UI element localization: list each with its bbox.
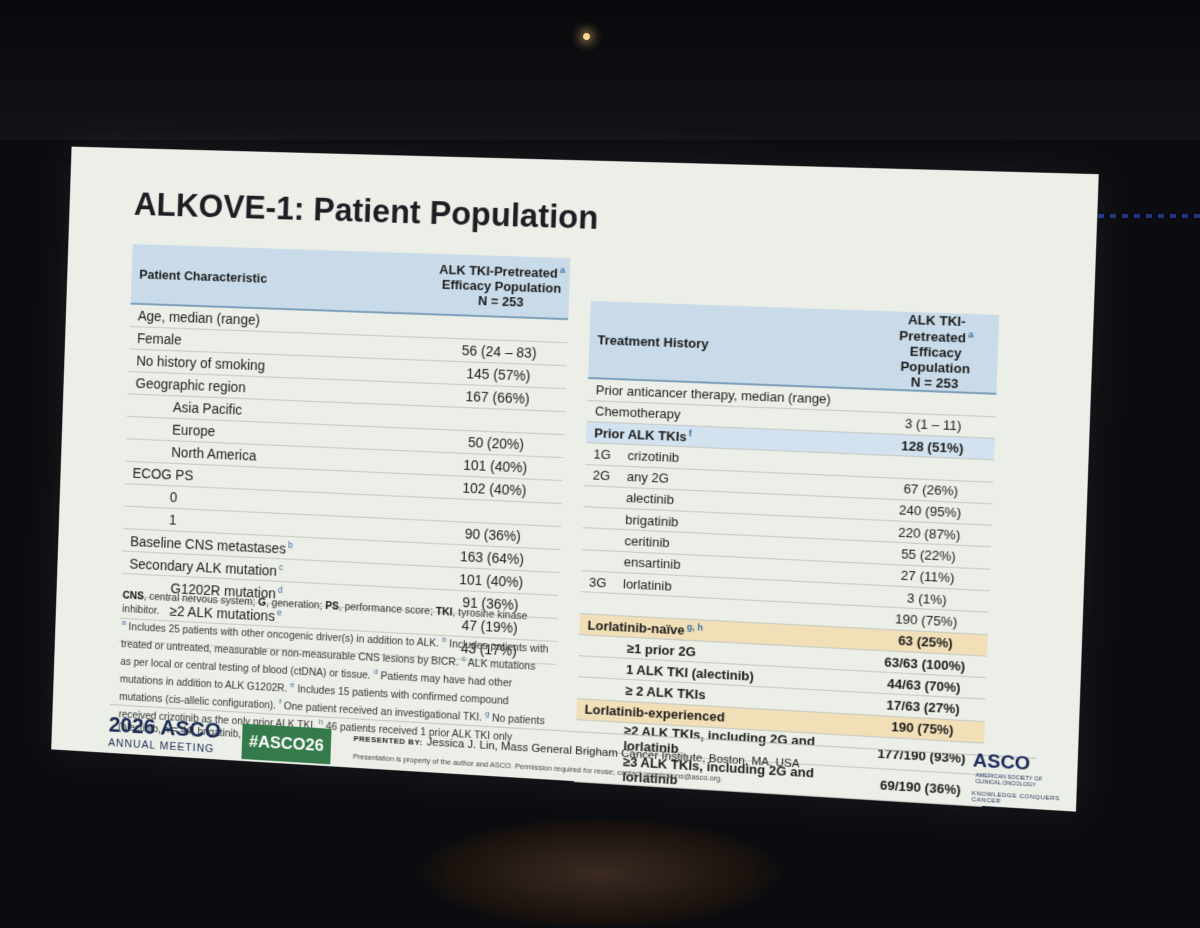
ceiling-light	[583, 33, 590, 40]
header-n: N = 253	[478, 293, 524, 310]
footnote-mark: f	[689, 428, 692, 438]
row-label-text: alectinib	[626, 490, 674, 507]
row-label-text: any 2G	[627, 469, 670, 486]
header-line2: Efficacy Population	[900, 344, 970, 377]
footnote-mark: a	[560, 265, 565, 275]
row-label-text: ceritinib	[624, 533, 670, 550]
row-value: 69/190 (36%)	[858, 768, 983, 807]
footnote-mark: b	[288, 540, 293, 550]
projected-slide: ALKOVE-1: Patient Population Patient Cha…	[51, 147, 1099, 812]
footnote-mark: d	[278, 584, 283, 594]
abbr-tki: TKI	[436, 606, 453, 619]
header-characteristic: Patient Characteristic	[131, 244, 435, 314]
footnote-mark: a	[968, 329, 974, 339]
generation-label: 2G	[593, 468, 628, 485]
meeting-logo: 2026 ASCO ANNUAL MEETING	[108, 712, 222, 756]
logo-small: AMERICAN SOCIETY OF CLINICAL ONCOLOGY	[975, 773, 1042, 789]
row-label-text: ensartinib	[624, 555, 681, 573]
audience-head	[420, 818, 780, 928]
header-treatment-history: Treatment History	[588, 301, 875, 389]
hashtag-badge: #ASCO26	[241, 724, 331, 765]
row-label-text: Lorlatinib-naïve	[587, 617, 685, 637]
logo-main: ASCO	[973, 750, 1031, 775]
abbr-g-def: , generation;	[266, 597, 326, 612]
generation-label: 3G	[589, 574, 624, 591]
treatment-history-table: Treatment History ALK TKI-Pretreated a Ef…	[574, 301, 999, 807]
footnote-mark: g, h	[687, 621, 704, 632]
header-n: N = 253	[911, 375, 959, 392]
abbr-cns: CNS	[122, 590, 143, 603]
venue-ceiling	[0, 0, 1200, 140]
generation-label: 1G	[593, 446, 628, 462]
asco-logo: ASCOAMERICAN SOCIETY OF CLINICAL ONCOLOGY…	[971, 750, 1078, 809]
slide-title: ALKOVE-1: Patient Population	[133, 185, 599, 237]
row-label-text: brigatinib	[625, 512, 679, 530]
header-population: ALK TKI-Pretreated a Efficacy Population …	[873, 311, 1000, 394]
footnote-mark: c	[279, 562, 284, 572]
header-population: ALK TKI-Pretreated a Efficacy Population …	[433, 254, 570, 319]
logo-tagline: KNOWLEDGE CONQUERS CANCER	[971, 791, 1076, 810]
header-line1: ALK TKI-Pretreated	[899, 312, 966, 346]
row-label-text: lorlatinib	[623, 576, 672, 593]
row-label-text: crizotinib	[627, 448, 679, 465]
abbr-ps: PS	[325, 600, 339, 613]
row-label-text: Prior ALK TKIs	[594, 426, 687, 445]
